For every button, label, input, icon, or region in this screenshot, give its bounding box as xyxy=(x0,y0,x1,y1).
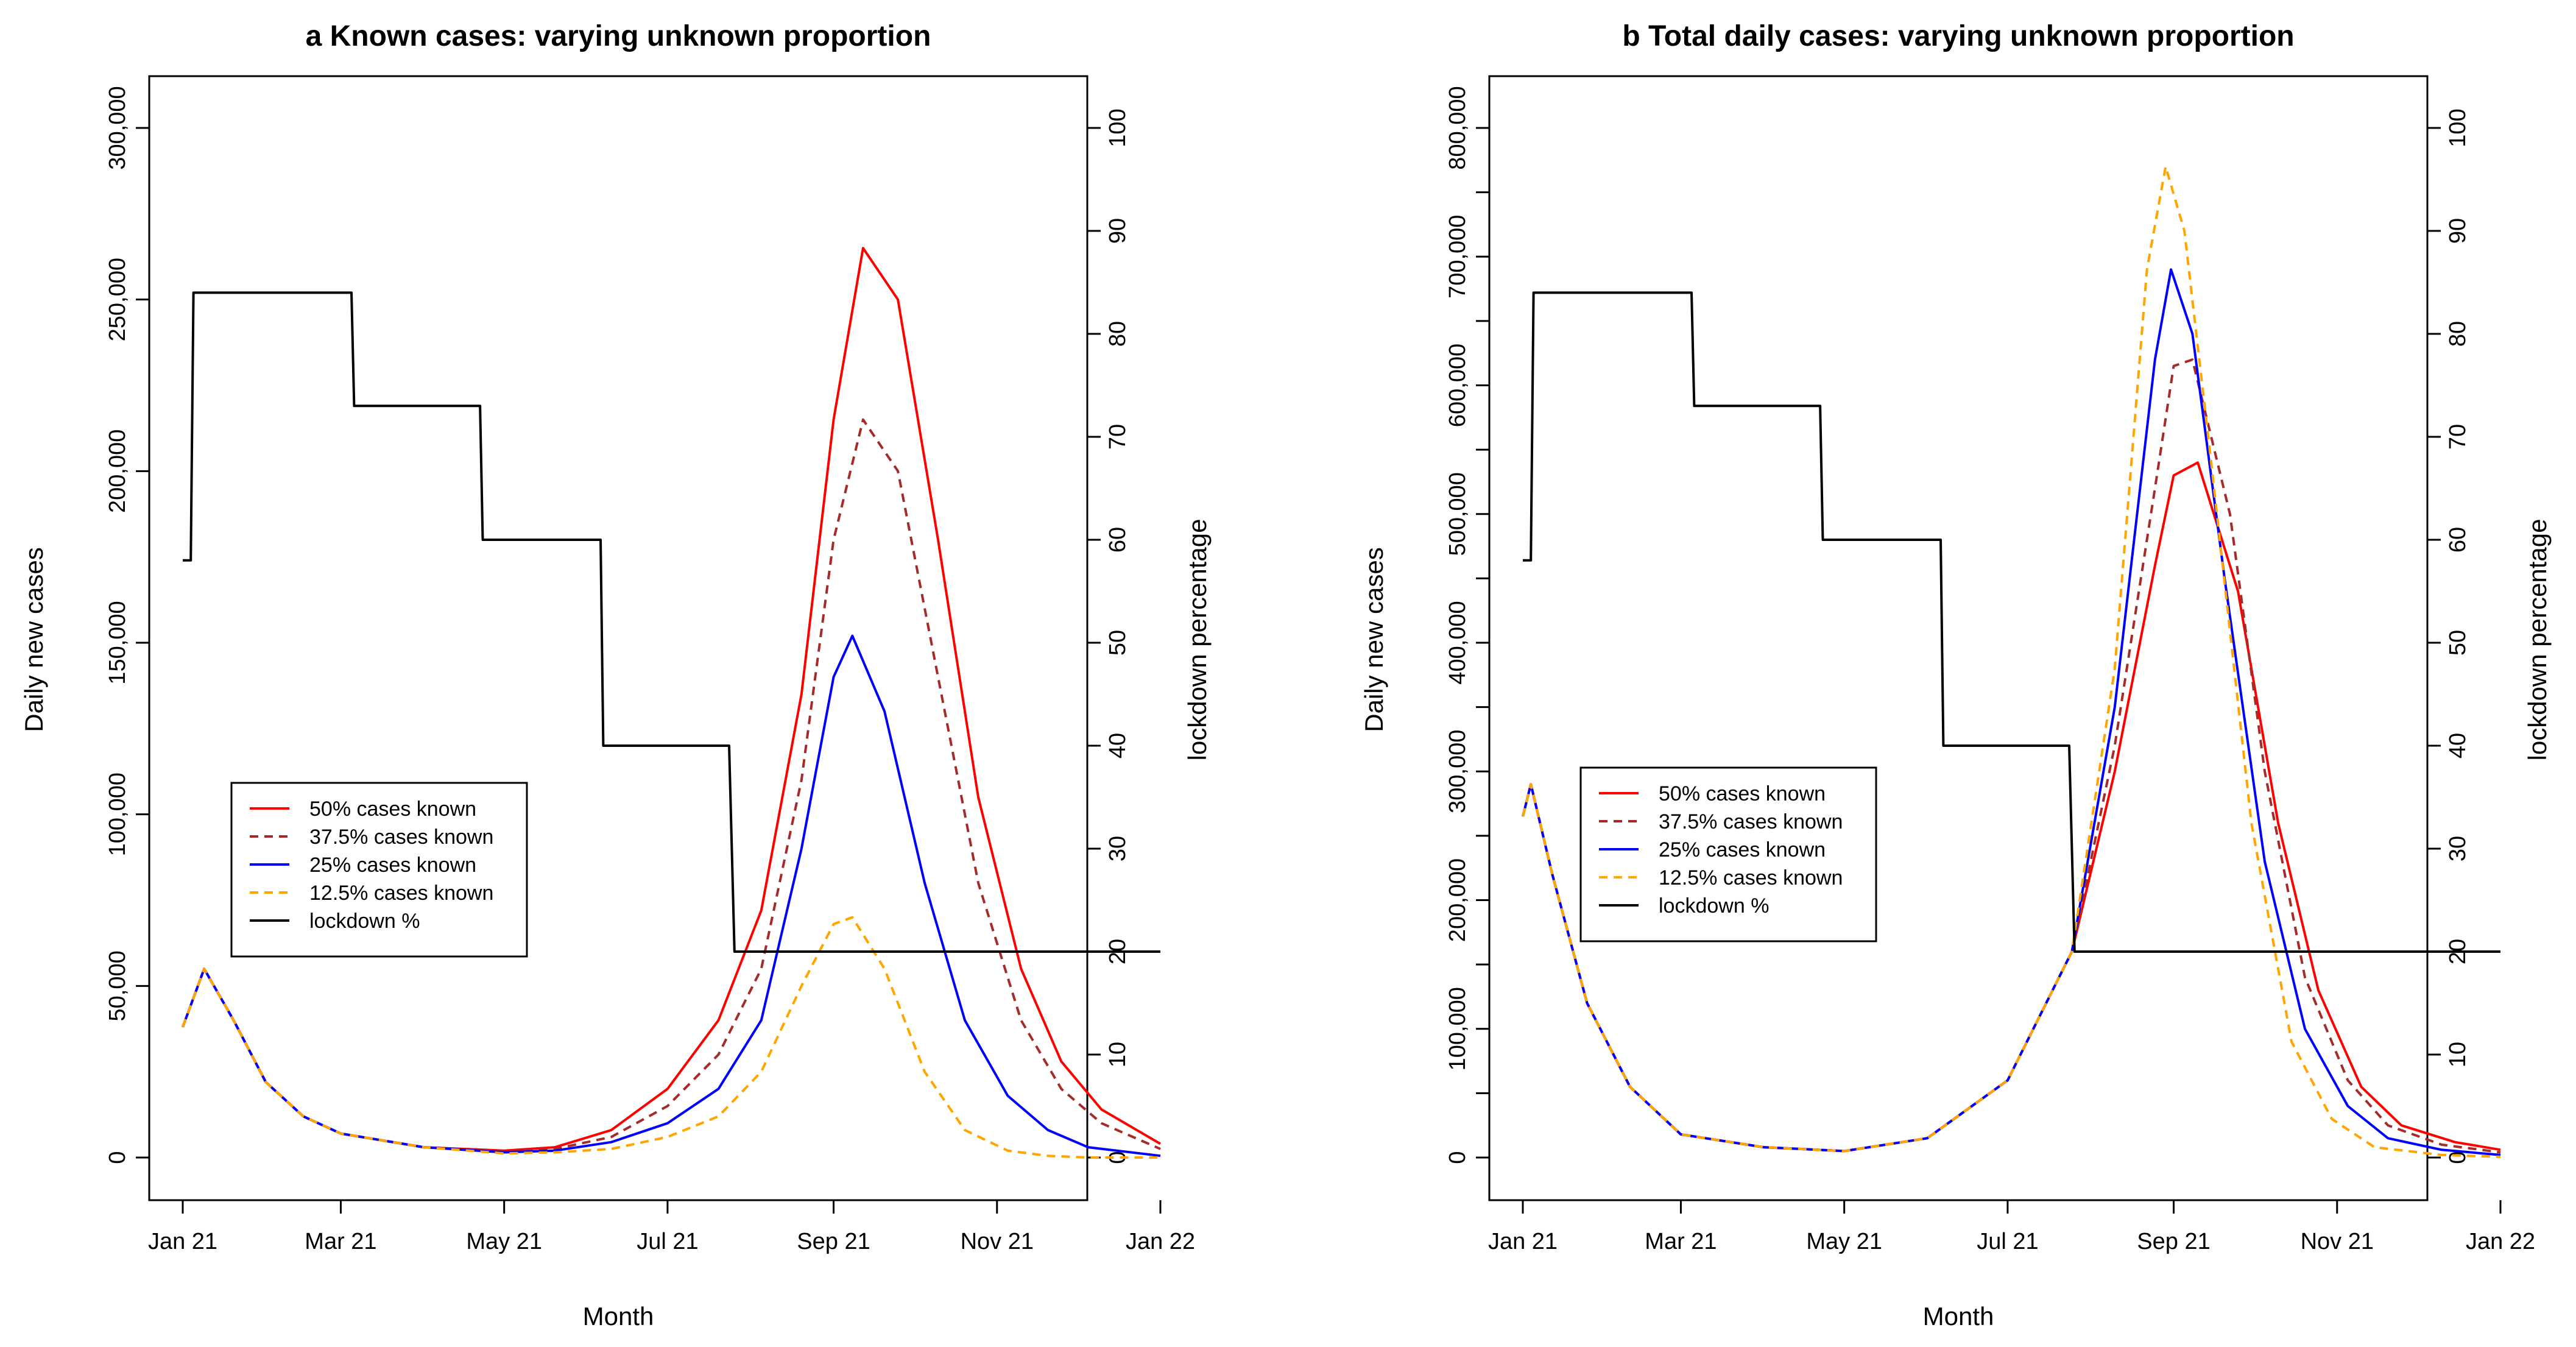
legend-label: 25% cases known xyxy=(309,854,476,877)
y-tick-label: 0 xyxy=(1445,1151,1470,1164)
y2-tick-label: 80 xyxy=(1105,321,1131,347)
y-tick-label: 150,000 xyxy=(105,601,130,684)
chart-title: a Known cases: varying unknown proportio… xyxy=(306,20,931,52)
y-axis-left: 0 50,000 100,000 150,000 200,000 250,000 300,0… xyxy=(105,86,149,1164)
y2-tick-label: 100 xyxy=(1105,108,1131,147)
y2-tick-label: 10 xyxy=(1105,1042,1131,1067)
series-group xyxy=(182,247,1162,1159)
y-axis-left: 0 100,000 200,000 300,000 400,000 500,000 600,… xyxy=(1445,86,1489,1164)
y2-tick-label: 70 xyxy=(1105,424,1131,450)
y-axis-label: Daily new cases xyxy=(1360,547,1388,732)
y-tick-label: 200,000 xyxy=(105,430,130,513)
x-tick-label: Mar 21 xyxy=(305,1229,376,1254)
x-axis-label: Month xyxy=(1923,1302,1994,1331)
chart-panel-a: a Known cases: varying unknown proportio… xyxy=(19,20,1212,1331)
series-line-0 xyxy=(182,247,1162,1152)
y2-tick-label: 80 xyxy=(2445,321,2471,347)
legend-label: 12.5% cases known xyxy=(309,882,493,905)
legend: 50% cases known 37.5% cases known 25% case… xyxy=(1579,766,1877,942)
x-tick-label: Jan 21 xyxy=(1488,1229,1558,1254)
y2-tick-label: 100 xyxy=(2445,108,2471,147)
y-tick-label: 600,000 xyxy=(1445,344,1470,427)
y2-tick-label: 30 xyxy=(2445,836,2471,861)
y-tick-label: 100,000 xyxy=(1445,987,1470,1070)
x-tick-label: Jul 21 xyxy=(637,1229,698,1254)
series-line-4 xyxy=(1523,291,2500,953)
legend-label: 12.5% cases known xyxy=(1659,866,1843,889)
legend-label: 37.5% cases known xyxy=(309,826,493,849)
series-group xyxy=(1522,165,2501,1158)
y-tick-label: 200,000 xyxy=(1445,858,1470,942)
y-tick-label: 800,000 xyxy=(1445,86,1470,169)
legend-label: lockdown % xyxy=(1659,894,1769,917)
series-line-1 xyxy=(1522,358,2501,1154)
y2-tick-label: 40 xyxy=(1105,733,1131,758)
x-tick-label: Nov 21 xyxy=(2301,1229,2374,1254)
chart-title: b Total daily cases: varying unknown pro… xyxy=(1622,20,2294,52)
y-tick-label: 400,000 xyxy=(1445,601,1470,684)
x-tick-label: Jan 22 xyxy=(2466,1229,2535,1254)
legend-label: 50% cases known xyxy=(1659,782,1826,805)
series-line-3 xyxy=(182,916,1160,1159)
y-axis-label: Daily new cases xyxy=(19,547,48,732)
legend-box xyxy=(230,782,528,958)
x-tick-label: Sep 21 xyxy=(2137,1229,2210,1254)
y-tick-label: 300,000 xyxy=(105,86,130,169)
y2-axis-label: lockdown percentage xyxy=(1183,519,1212,761)
y2-tick-label: 50 xyxy=(2445,630,2471,656)
y2-tick-label: 90 xyxy=(2445,218,2471,244)
legend-label: 50% cases known xyxy=(309,797,476,821)
x-tick-label: Sep 21 xyxy=(797,1229,870,1254)
y-tick-label: 250,000 xyxy=(105,258,130,341)
y-tick-label: 500,000 xyxy=(1445,472,1470,556)
plot-frame xyxy=(1488,75,2429,1201)
y2-tick-label: 60 xyxy=(2445,527,2471,553)
x-tick-label: Jan 22 xyxy=(1126,1229,1195,1254)
legend-label: 25% cases known xyxy=(1659,838,1826,861)
legend-label: 37.5% cases known xyxy=(1659,810,1843,833)
y2-axis-label: lockdown percentage xyxy=(2523,519,2552,761)
x-tick-label: May 21 xyxy=(466,1229,542,1254)
x-axis: Jan 21 Mar 21 May 21 Jul 21 Sep 21 Nov 21 Jan … xyxy=(148,1200,1195,1254)
y2-tick-label: 0 xyxy=(2445,1151,2471,1164)
y-tick-label: 0 xyxy=(105,1151,130,1164)
x-axis-label: Month xyxy=(583,1302,654,1331)
x-tick-label: Nov 21 xyxy=(961,1229,1034,1254)
x-tick-label: Jul 21 xyxy=(1977,1229,2038,1254)
series-line-3 xyxy=(1522,165,2501,1158)
y-tick-label: 100,000 xyxy=(105,772,130,856)
y2-tick-label: 30 xyxy=(1105,836,1131,861)
x-tick-label: Mar 21 xyxy=(1645,1229,1717,1254)
y-tick-label: 700,000 xyxy=(1445,215,1470,299)
x-tick-label: May 21 xyxy=(1806,1229,1882,1254)
y2-tick-label: 70 xyxy=(2445,424,2471,450)
x-tick-label: Jan 21 xyxy=(148,1229,217,1254)
y-tick-label: 50,000 xyxy=(105,950,130,1021)
series-line-4 xyxy=(183,291,1160,953)
y2-tick-label: 10 xyxy=(2445,1042,2471,1067)
plot-frame xyxy=(148,75,1089,1201)
chart-panel-b: b Total daily cases: varying unknown pro… xyxy=(1360,20,2552,1331)
y-tick-label: 300,000 xyxy=(1445,730,1470,813)
legend-label: lockdown % xyxy=(309,910,420,933)
y2-tick-label: 50 xyxy=(1105,630,1131,656)
series-line-2 xyxy=(1522,268,2501,1156)
x-axis: Jan 21 Mar 21 May 21 Jul 21 Sep 21 Nov 21 Jan … xyxy=(1488,1200,2535,1254)
legend: 50% cases known 37.5% cases known 25% case… xyxy=(230,782,528,958)
y2-tick-label: 90 xyxy=(1105,218,1131,244)
y2-tick-label: 40 xyxy=(2445,733,2471,758)
legend-box xyxy=(1579,766,1877,942)
y2-tick-label: 60 xyxy=(1105,527,1131,553)
y2-tick-label: 0 xyxy=(1105,1151,1131,1164)
